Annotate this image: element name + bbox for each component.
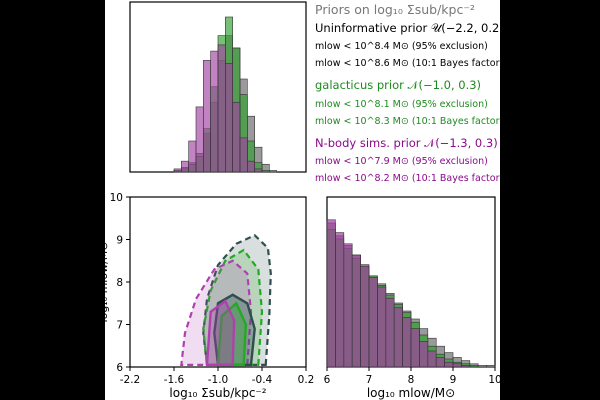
right-hist-bar xyxy=(343,243,353,368)
right-hist-bar xyxy=(368,277,378,368)
top-hist-bar xyxy=(173,168,182,173)
joint-ytick-label: 8 xyxy=(116,277,123,289)
legend-line-nbody-bf: mlow < 10^8.2 M⊙ (10:1 Bayes factor) xyxy=(315,173,500,184)
right-hist-bar xyxy=(410,328,420,368)
top-histogram xyxy=(173,16,277,173)
right-hist-bar xyxy=(335,232,345,368)
joint-xtick-label: -1.6 xyxy=(164,374,185,386)
joint-ytick-label: 10 xyxy=(110,192,123,204)
legend-line-galacticus-95: mlow < 10^8.1 M⊙ (95% exclusion) xyxy=(315,99,488,110)
joint-contours xyxy=(180,233,272,367)
right-histogram xyxy=(326,219,496,368)
legend-line-uninformative-95: mlow < 10^8.4 M⊙ (95% exclusion) xyxy=(315,41,488,52)
legend: Priors on log₁₀ Σsub/kpc⁻² Uninformative… xyxy=(315,2,500,184)
legend-line-nbody-95: mlow < 10^7.9 M⊙ (95% exclusion) xyxy=(315,156,488,167)
right-xtick-label: 6 xyxy=(324,374,331,386)
right-hist-bar xyxy=(427,350,437,368)
right-hist-bar xyxy=(435,357,445,368)
right-xlabel: log₁₀ mlow/M⊙ xyxy=(367,386,455,400)
top-hist-bar xyxy=(232,101,241,173)
joint-xtick-label: -1.0 xyxy=(208,374,229,386)
right-hist-bar xyxy=(377,286,387,368)
joint-xtick-label: -2.2 xyxy=(120,374,141,386)
right-hist-bar xyxy=(452,363,462,368)
joint-xtick-label: 0.2 xyxy=(298,374,315,386)
right-hist-bar xyxy=(461,365,471,368)
right-hist-bar xyxy=(326,219,336,368)
right-hist-bar xyxy=(393,307,403,368)
legend-line-uninformative-bf: mlow < 10^8.6 M⊙ (10:1 Bayes factor) xyxy=(315,58,500,69)
figure-canvas: -2.2 -1.6 -1.0 -0.4 0.2 6 7 8 9 10 log₁₀ Σsub/kpc⁻… xyxy=(105,0,500,400)
top-hist-bar xyxy=(217,44,226,173)
right-hist-bar xyxy=(351,254,361,368)
top-hist-bar xyxy=(203,60,211,173)
top-hist-bar xyxy=(210,50,219,173)
right-hist-bar xyxy=(469,365,479,368)
top-hist-bar xyxy=(269,170,277,173)
right-xtick-label: 7 xyxy=(366,374,373,386)
top-hist-bar xyxy=(225,63,233,173)
top-hist-bar xyxy=(247,160,255,173)
right-hist-bar xyxy=(360,265,370,368)
top-hist-bar xyxy=(261,170,270,173)
right-hist-bar xyxy=(402,317,412,368)
joint-ylabel: log₁₀ mlow/M⊙ xyxy=(105,242,110,323)
legend-group-galacticus: galacticus prior 𝒩(−1.0, 0.3) xyxy=(315,78,481,92)
contour-inner xyxy=(205,299,236,367)
legend-group-nbody: N-body sims. prior 𝒩(−1.3, 0.3) xyxy=(315,136,498,150)
joint-ytick-label: 9 xyxy=(116,235,123,247)
right-xtick-label: 8 xyxy=(408,374,415,386)
top-hist-bar xyxy=(239,137,248,173)
joint-xlabel: log₁₀ Σsub/kpc⁻² xyxy=(169,386,266,400)
right-hist-bar xyxy=(444,361,454,368)
right-xtick-label: 10 xyxy=(488,374,500,386)
legend-line-galacticus-bf: mlow < 10^8.3 M⊙ (10:1 Bayes factor) xyxy=(315,116,500,127)
right-hist-bar xyxy=(477,365,487,368)
right-hist-bar xyxy=(385,297,395,368)
joint-ytick-label: 6 xyxy=(116,362,123,374)
right-hist-bar xyxy=(419,341,429,368)
top-hist-bar xyxy=(181,160,189,173)
legend-group-uninformative: Uninformative prior 𝒰(−2.2, 0.2) xyxy=(315,21,500,35)
right-hist-bar xyxy=(486,365,496,368)
legend-title: Priors on log₁₀ Σsub/kpc⁻² xyxy=(315,2,475,17)
top-hist-bar xyxy=(195,106,204,173)
joint-xtick-label: -0.4 xyxy=(252,374,273,386)
axes: -2.2 -1.6 -1.0 -0.4 0.2 6 7 8 9 10 log₁₀ Σsub/kpc⁻… xyxy=(105,192,500,400)
right-xtick-label: 9 xyxy=(450,374,457,386)
joint-ytick-label: 7 xyxy=(116,320,123,332)
top-hist-bar xyxy=(254,168,263,173)
corner-plot: -2.2 -1.6 -1.0 -0.4 0.2 6 7 8 9 10 log₁₀ Σsub/kpc⁻… xyxy=(105,1,500,400)
top-hist-bar xyxy=(188,140,197,173)
